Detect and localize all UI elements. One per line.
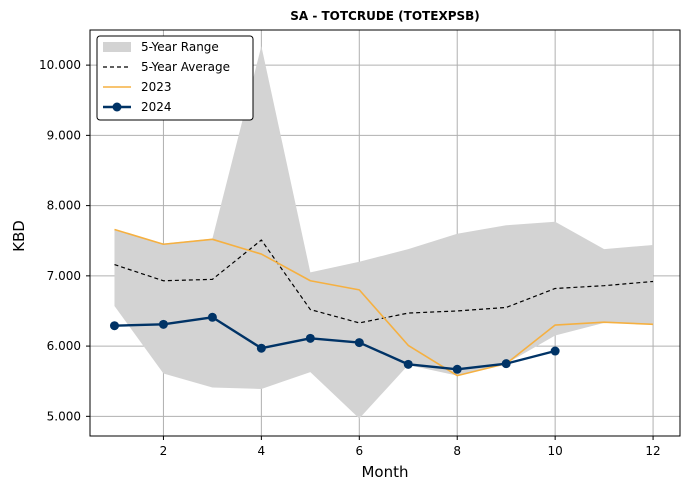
series-2024-point [501, 359, 511, 369]
y-tick-label: 9.000 [47, 128, 81, 142]
range-layer [114, 46, 654, 419]
plot-frame [89, 29, 681, 437]
series-2024-point [305, 333, 315, 343]
legend-entry-label: 2023 [141, 80, 172, 94]
lines-layer [109, 228, 654, 377]
series-2024-point [109, 321, 119, 331]
x-tick-label: 10 [548, 444, 563, 458]
legend-entry-label: 5-Year Range [141, 40, 219, 54]
series-2024-point [354, 338, 364, 348]
legend-entry-label: 2024 [141, 100, 172, 114]
series-2024-line [114, 316, 556, 371]
x-tick-label: 2 [160, 444, 168, 458]
legend-range-swatch [103, 42, 131, 52]
legend: 5-Year Range 5-Year Average 2023 2024 [96, 35, 254, 121]
x-tick-label: 8 [453, 444, 461, 458]
legend-entry-label: 5-Year Average [141, 60, 230, 74]
y-tick-label: 10.000 [39, 58, 81, 72]
series-2024-point [550, 346, 560, 356]
y-tick-label: 5.000 [47, 409, 81, 423]
legend-2024-marker [112, 102, 122, 112]
series-2024-point [158, 319, 168, 329]
x-tick-label: 6 [355, 444, 363, 458]
y-tick-label: 6.000 [47, 339, 81, 353]
axis-ticks: 2 4 6 8 10 12 5.000 6.000 7.000 8.000 9.000 10.000 [39, 58, 661, 458]
series-2023-line [114, 228, 654, 377]
y-tick-label: 7.000 [47, 269, 81, 283]
y-tick-label: 8.000 [47, 199, 81, 213]
x-tick-label: 4 [258, 444, 266, 458]
series-2024-point [403, 359, 413, 369]
x-tick-label: 12 [645, 444, 660, 458]
y-axis-label: KBD [10, 220, 28, 252]
series-2024-point [452, 364, 462, 374]
series-2024-point [256, 343, 266, 353]
five-year-range-band [114, 46, 654, 419]
chart-title: SA - TOTCRUDE (TOTEXPSB) [290, 9, 480, 23]
legend-box [96, 35, 254, 121]
series-2024-point [207, 312, 217, 322]
x-axis-label: Month [361, 463, 408, 481]
